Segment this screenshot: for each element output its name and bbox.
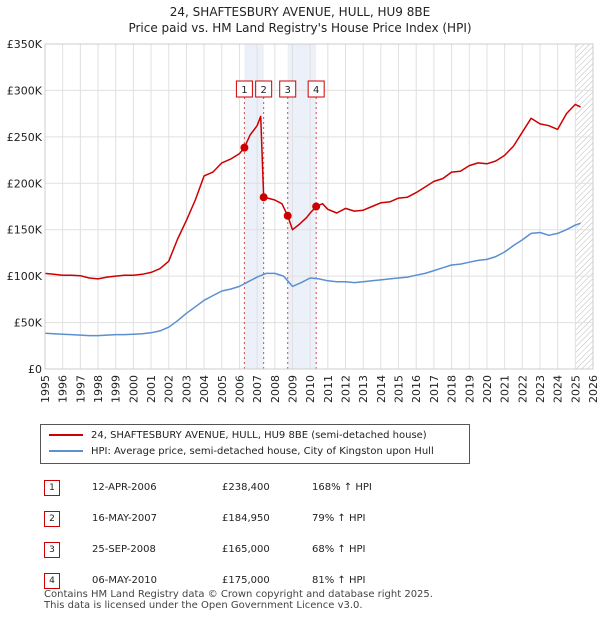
- forecast-region: [575, 44, 593, 369]
- sale-hpi: 81% ↑ HPI: [312, 575, 366, 586]
- sale-label: 3: [285, 85, 291, 96]
- sale-label-box: [235, 80, 253, 98]
- sale-hpi: 168% ↑ HPI: [312, 482, 372, 493]
- x-tick-label: 1998: [92, 375, 105, 403]
- sale-hpi: 79% ↑ HPI: [312, 513, 366, 524]
- y-tick-label: £50K: [14, 317, 43, 330]
- sale-date: 16-MAY-2007: [92, 513, 158, 524]
- x-tick-label: 2008: [269, 375, 282, 403]
- legend-label-hpi: HPI: Average price, semi-detached house,…: [91, 446, 434, 457]
- sale-badge: 3: [44, 541, 60, 558]
- sale-period-band: [244, 44, 264, 369]
- sale-badge: 4: [44, 572, 60, 589]
- x-tick-label: 2002: [163, 375, 176, 403]
- x-tick-label: 2016: [410, 375, 423, 403]
- price-chart: £0 £50K £100K £150K £200K £250K £300K £350K 1995…: [7, 38, 600, 403]
- y-tick-label: £100K: [7, 270, 43, 283]
- sale-point: [312, 202, 321, 211]
- x-tick-label: 1996: [57, 375, 70, 403]
- sale-label-box: [255, 80, 273, 98]
- x-tick-label: 2021: [499, 375, 512, 403]
- y-tick-label: £200K: [7, 177, 43, 190]
- table-row: 3 25-SEP-2008 £165,000 68% ↑ HPI: [40, 534, 412, 565]
- x-tick-label: 2004: [198, 375, 211, 403]
- sale-badge: 2: [44, 510, 60, 527]
- x-tick-label: 2018: [446, 375, 459, 403]
- sale-label-box: [279, 80, 297, 98]
- y-tick-label: £150K: [7, 224, 43, 237]
- footer-licence: This data is licensed under the Open Gov…: [44, 600, 363, 611]
- chart-subtitle: Price paid vs. HM Land Registry's House …: [128, 21, 472, 35]
- x-tick-label: 2007: [251, 375, 264, 403]
- series-line-property: [44, 103, 581, 280]
- legend-item-property: 24, SHAFTESBURY AVENUE, HULL, HU9 8BE (s…: [49, 429, 427, 443]
- x-tick-label: 2012: [340, 375, 353, 403]
- legend: 24, SHAFTESBURY AVENUE, HULL, HU9 8BE (s…: [40, 424, 470, 464]
- y-tick-label: £0: [28, 363, 42, 376]
- x-tick-label: 2001: [145, 375, 158, 403]
- x-tick-label: 2022: [516, 375, 529, 403]
- chart-title: 24, SHAFTESBURY AVENUE, HULL, HU9 8BE: [169, 5, 431, 19]
- sale-label: 4: [313, 85, 319, 96]
- table-row: 2 16-MAY-2007 £184,950 79% ↑ HPI: [40, 503, 412, 534]
- x-tick-label: 1997: [74, 375, 87, 403]
- x-tick-label: 2000: [127, 375, 140, 403]
- sale-point: [283, 211, 292, 220]
- plot-frame: [44, 43, 594, 370]
- table-row: 1 12-APR-2006 £238,400 168% ↑ HPI: [40, 472, 412, 503]
- sale-badge: 1: [44, 479, 60, 496]
- footer-copyright: Contains HM Land Registry data © Crown c…: [44, 589, 433, 600]
- sale-date: 12-APR-2006: [92, 482, 157, 493]
- x-tick-label: 2024: [552, 375, 565, 403]
- x-tick-label: 2020: [481, 375, 494, 403]
- x-tick-label: 2025: [569, 375, 582, 403]
- sale-label-box: [307, 80, 325, 98]
- x-tick-label: 1995: [39, 375, 52, 403]
- y-tick-label: £250K: [7, 131, 43, 144]
- x-tick-label: 1999: [110, 375, 123, 403]
- legend-item-hpi: HPI: Average price, semi-detached house,…: [49, 445, 434, 459]
- x-tick-label: 2006: [233, 375, 246, 403]
- sale-price: £238,400: [222, 482, 270, 493]
- x-tick-label: 2003: [180, 375, 193, 403]
- legend-swatch-hpi: [49, 450, 83, 452]
- sale-price: £175,000: [222, 575, 270, 586]
- x-tick-label: 2010: [304, 375, 317, 403]
- x-tick-label: 2017: [428, 375, 441, 403]
- sale-date: 25-SEP-2008: [92, 544, 156, 555]
- x-tick-label: 2011: [322, 375, 335, 403]
- transactions-table: 1 12-APR-2006 £238,400 168% ↑ HPI 2 16-M…: [40, 472, 412, 596]
- legend-swatch-property: [49, 434, 83, 436]
- x-tick-label: 2023: [534, 375, 547, 403]
- sale-hpi: 68% ↑ HPI: [312, 544, 366, 555]
- series-line-hpi: [44, 222, 581, 337]
- y-tick-label: £300K: [7, 84, 43, 97]
- x-tick-label: 2019: [463, 375, 476, 403]
- sale-date: 06-MAY-2010: [92, 575, 158, 586]
- x-tick-label: 2013: [357, 375, 370, 403]
- x-tick-label: 2026: [587, 375, 600, 403]
- sale-label: 2: [260, 85, 266, 96]
- sale-price: £184,950: [222, 513, 270, 524]
- sale-label: 1: [241, 85, 247, 96]
- y-tick-label: £350K: [7, 38, 43, 51]
- x-tick-label: 2009: [286, 375, 299, 403]
- table-row: 4 06-MAY-2010 £175,000 81% ↑ HPI: [40, 565, 412, 596]
- sale-point: [240, 143, 249, 152]
- sale-price: £165,000: [222, 544, 270, 555]
- x-tick-label: 2015: [393, 375, 406, 403]
- x-tick-label: 2005: [216, 375, 229, 403]
- sale-point: [259, 193, 268, 202]
- x-tick-label: 2014: [375, 375, 388, 403]
- footer: Contains HM Land Registry data © Crown c…: [44, 589, 433, 611]
- legend-label-property: 24, SHAFTESBURY AVENUE, HULL, HU9 8BE (s…: [91, 430, 427, 441]
